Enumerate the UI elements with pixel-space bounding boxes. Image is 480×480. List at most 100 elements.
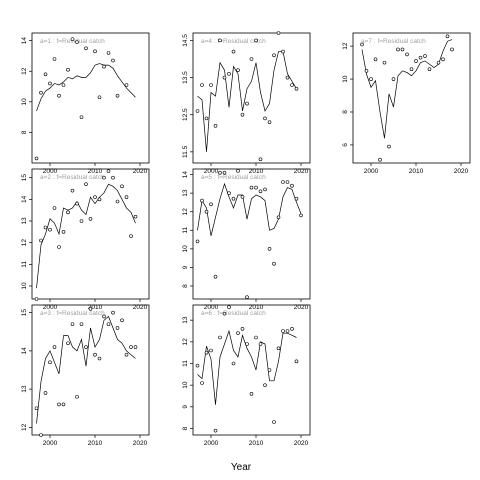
data-point <box>79 219 84 223</box>
data-point <box>231 196 236 201</box>
panel-frame <box>31 168 150 300</box>
data-point <box>213 274 218 279</box>
data-point <box>240 112 245 117</box>
data-point <box>106 169 111 173</box>
x-tick-label: 2020 <box>133 168 148 175</box>
y-tick-label: 11 <box>21 261 28 268</box>
y-tick-label: 9 <box>182 405 189 409</box>
data-point <box>124 83 129 87</box>
data-point <box>254 335 258 340</box>
data-point <box>57 93 61 98</box>
data-point <box>66 67 70 72</box>
data-point <box>249 185 254 190</box>
data-point <box>34 156 39 161</box>
data-point <box>218 335 222 340</box>
data-point <box>263 116 267 121</box>
data-point <box>57 245 61 249</box>
x-tick-label: 2000 <box>43 304 58 311</box>
data-point <box>84 182 88 186</box>
x-tick-label: 2010 <box>88 168 103 175</box>
data-point <box>299 213 303 218</box>
y-tick-label: 10 <box>21 282 28 290</box>
y-tick-label: 12.5 <box>182 108 189 121</box>
data-point <box>48 81 52 86</box>
data-point <box>290 327 294 331</box>
data-point <box>281 329 285 333</box>
data-point <box>369 77 373 81</box>
y-tick-label: 8 <box>342 110 349 114</box>
y-tick-label: 12 <box>21 67 28 75</box>
x-tick-label: 2000 <box>204 304 219 311</box>
data-point <box>409 67 414 71</box>
data-point <box>245 101 249 106</box>
data-point <box>61 230 66 234</box>
data-point <box>445 34 450 39</box>
data-point <box>218 170 222 175</box>
x-tick-label: 2020 <box>294 168 309 175</box>
data-point <box>120 184 124 189</box>
data-point <box>106 51 111 55</box>
panel-4: a=4 : f=Residual catch 11.5 12.5 13.5 14.5 20… <box>182 31 311 175</box>
data-point <box>200 198 204 203</box>
panels-layer: a=1 : f=Residual catch 8 10 12 14 2000 2010 202… <box>21 31 471 447</box>
data-point <box>120 318 124 323</box>
data-point <box>245 342 249 346</box>
data-point <box>111 310 115 315</box>
panel-label: a=6 : f=Residual catch <box>201 310 266 317</box>
data-point <box>70 322 75 326</box>
x-tick-label: 2010 <box>409 168 424 175</box>
y-tick-label: 13 <box>21 217 28 225</box>
data-point <box>240 195 245 199</box>
y-tick-label: 13 <box>182 316 189 324</box>
fitted-line <box>361 39 453 139</box>
x-tick-label: 2020 <box>133 304 148 311</box>
y-tick-label: 10 <box>182 381 189 389</box>
data-point <box>34 406 39 411</box>
y-tick-label: 11 <box>182 227 189 234</box>
data-point <box>88 217 93 221</box>
data-point <box>285 180 290 184</box>
data-point <box>254 185 258 190</box>
panel-label: a=5 : f=Residual catch <box>201 174 266 181</box>
panel-frame <box>31 32 150 164</box>
panel-7: a=7 : f=Residual catch 6 8 10 12 2000 2010 2020 <box>342 32 471 175</box>
data-point <box>263 383 267 387</box>
y-tick-label: 12 <box>182 208 189 216</box>
data-point <box>39 90 43 95</box>
data-point <box>97 95 102 100</box>
data-point <box>102 64 106 69</box>
data-point <box>84 345 88 349</box>
data-point <box>75 394 79 399</box>
data-point <box>34 297 39 301</box>
x-tick-label: 2000 <box>43 168 58 175</box>
data-point <box>222 75 227 80</box>
data-point <box>93 352 97 357</box>
data-point <box>84 46 88 51</box>
x-tick-label: 2000 <box>204 440 219 447</box>
fitted-line <box>197 182 302 236</box>
data-point <box>360 42 364 47</box>
data-point <box>97 197 102 202</box>
fitted-line <box>36 315 136 424</box>
data-point <box>102 314 106 319</box>
panel-frame <box>192 168 311 300</box>
data-point <box>414 59 418 63</box>
data-point <box>276 31 281 35</box>
data-point <box>48 360 52 365</box>
y-tick-label: 9 <box>182 265 189 269</box>
data-point <box>427 67 432 71</box>
y-tick-label: 12 <box>342 42 349 50</box>
data-point <box>75 201 79 206</box>
y-tick-label: 12 <box>182 338 189 346</box>
panel-label: a=2 : f=Residual catch <box>40 174 105 181</box>
data-point <box>272 53 276 58</box>
data-point <box>195 363 200 368</box>
x-tick-label: 2010 <box>88 440 103 447</box>
x-tick-label: 2020 <box>454 168 469 175</box>
data-point <box>102 175 106 180</box>
data-point <box>209 83 213 87</box>
data-point <box>227 72 231 76</box>
data-point <box>52 206 57 210</box>
data-point <box>48 227 52 232</box>
y-tick-label: 8 <box>182 284 189 288</box>
